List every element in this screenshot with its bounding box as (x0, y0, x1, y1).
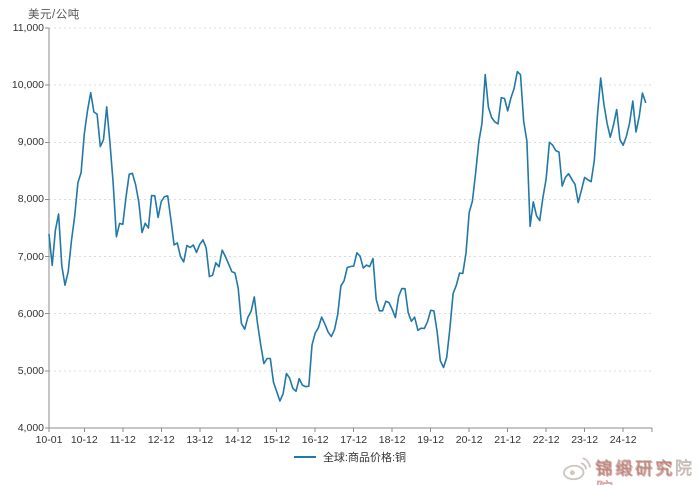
x-tick-label: 18-12 (378, 434, 406, 446)
y-tick-label: 11,000 (12, 22, 44, 34)
x-tick-label: 13-12 (186, 434, 214, 446)
x-tick-label: 12-12 (147, 434, 175, 446)
y-tick-label: 4,000 (17, 422, 44, 434)
x-tick-label: 23-12 (571, 434, 599, 446)
x-tick-label: 10-01 (35, 434, 63, 446)
x-tick-label: 10-12 (70, 434, 98, 446)
legend-line-swatch (293, 456, 316, 458)
x-tick-label: 21-12 (494, 434, 522, 446)
y-tick-label: 6,000 (17, 307, 44, 320)
y-tick-label: 10,000 (11, 79, 44, 92)
y-tick-label: 5,000 (17, 364, 44, 377)
y-axis-unit-label: 美元/公吨 (28, 9, 80, 21)
y-tick-label: 9,000 (17, 136, 44, 149)
x-tick-label: 17-12 (340, 434, 368, 446)
y-tick-label: 7,000 (17, 250, 44, 263)
x-tick-label: 22-12 (532, 434, 560, 446)
legend-label: 全球:商品价格:铜 (322, 452, 407, 464)
legend: 全球:商品价格:铜 (0, 449, 700, 465)
y-tick-label: 8,000 (17, 193, 44, 206)
x-tick-label: 14-12 (224, 434, 252, 446)
x-tick-label: 19-12 (417, 434, 445, 446)
x-tick-label: 11-12 (109, 434, 136, 446)
x-tick-label: 16-12 (301, 434, 329, 446)
x-tick-label: 15-12 (263, 434, 291, 446)
x-tick-label: 24-12 (609, 434, 637, 446)
x-tick-label: 20-12 (455, 434, 483, 446)
